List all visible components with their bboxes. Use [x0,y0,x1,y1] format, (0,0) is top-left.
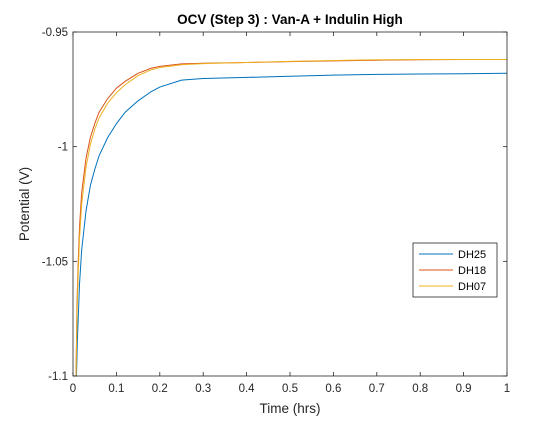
x-tick-label: 1 [504,383,510,395]
x-tick-label: 0.9 [456,383,472,395]
x-tick-label: 0.7 [369,383,385,395]
series-line-dh25 [75,72,508,377]
series-layer [75,59,508,377]
x-axis-label: Time (hrs) [260,401,321,416]
legend: DH25 DH18 DH07 [412,242,498,298]
y-tick-label: -1.05 [42,256,68,268]
legend-label-dh25: DH25 [458,249,486,261]
x-tick-label: 0.8 [412,383,428,395]
y-axis-label: Potential (V) [17,167,32,241]
y-tick-label: -1 [58,142,68,154]
x-tick-label: 0.3 [195,383,211,395]
x-tick-label: 0.4 [239,383,256,395]
x-tick-label: 0.2 [152,383,168,395]
chart-title: OCV (Step 3) : Van-A + Indulin High [177,12,403,27]
x-tick-label: 0.1 [108,383,124,395]
series-line-dh07 [75,59,507,377]
y-tick-label: -1.1 [48,371,68,383]
legend-label-dh18: DH18 [458,265,486,277]
ticks-layer: 0 0.1 0.2 0.3 0.4 0.5 0.6 0.7 0.8 0.9 1 -1.1 -1.05 -1… [42,27,510,395]
x-tick-label: 0 [70,383,76,395]
y-tick-label: -0.95 [42,27,68,39]
legend-label-dh07: DH07 [458,281,486,293]
plot-background [73,32,507,376]
x-tick-label: 0.5 [282,383,298,395]
x-tick-label: 0.6 [325,383,341,395]
